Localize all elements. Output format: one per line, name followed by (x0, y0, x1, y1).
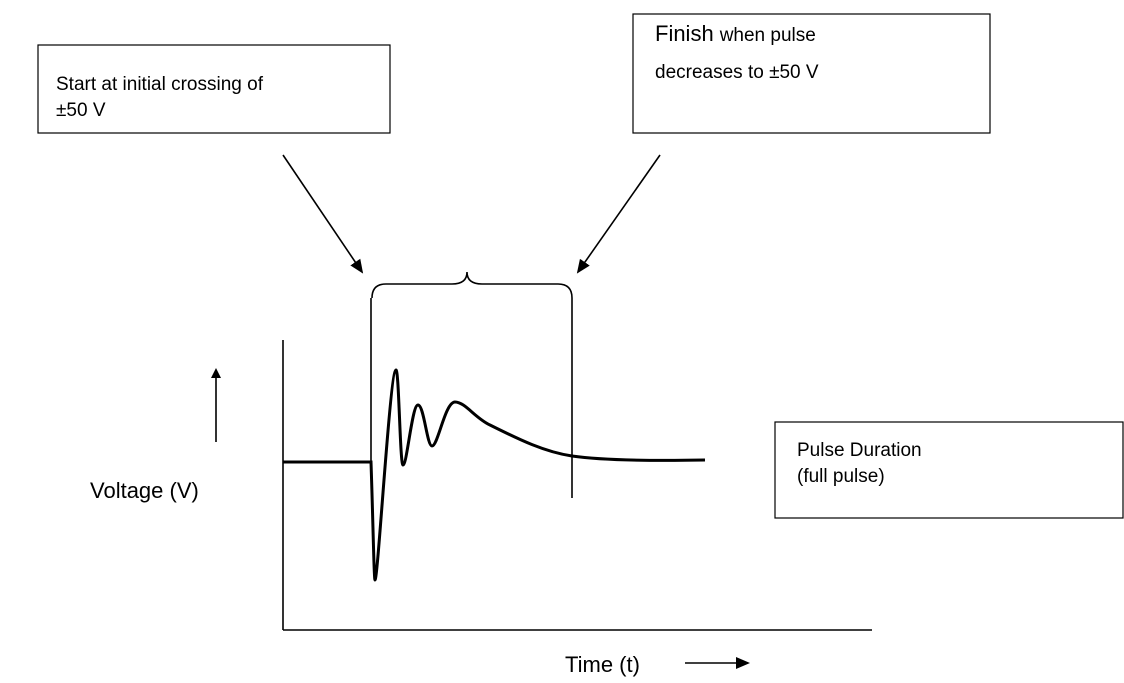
finish-line: Finish when pulse (655, 21, 816, 46)
start-line: ±50 V (56, 100, 106, 121)
pulse-box (774, 421, 1124, 519)
y-label: Voltage (V) (90, 478, 199, 503)
finish-box (632, 13, 991, 134)
pulse-waveform (283, 368, 706, 582)
x-label: Time (t) (565, 652, 640, 677)
start-line: Start at initial crossing of (56, 74, 264, 95)
finish-rest: when pulse (719, 25, 816, 46)
finish-line: decreases to ±50 V (655, 62, 819, 83)
start-box (37, 44, 391, 134)
arrow (282, 154, 364, 274)
finish-lead: Finish (655, 21, 714, 46)
pulse-line: (full pulse) (797, 466, 885, 487)
pulse-line: Pulse Duration (797, 440, 922, 461)
brace (371, 271, 573, 299)
arrow (576, 154, 661, 274)
